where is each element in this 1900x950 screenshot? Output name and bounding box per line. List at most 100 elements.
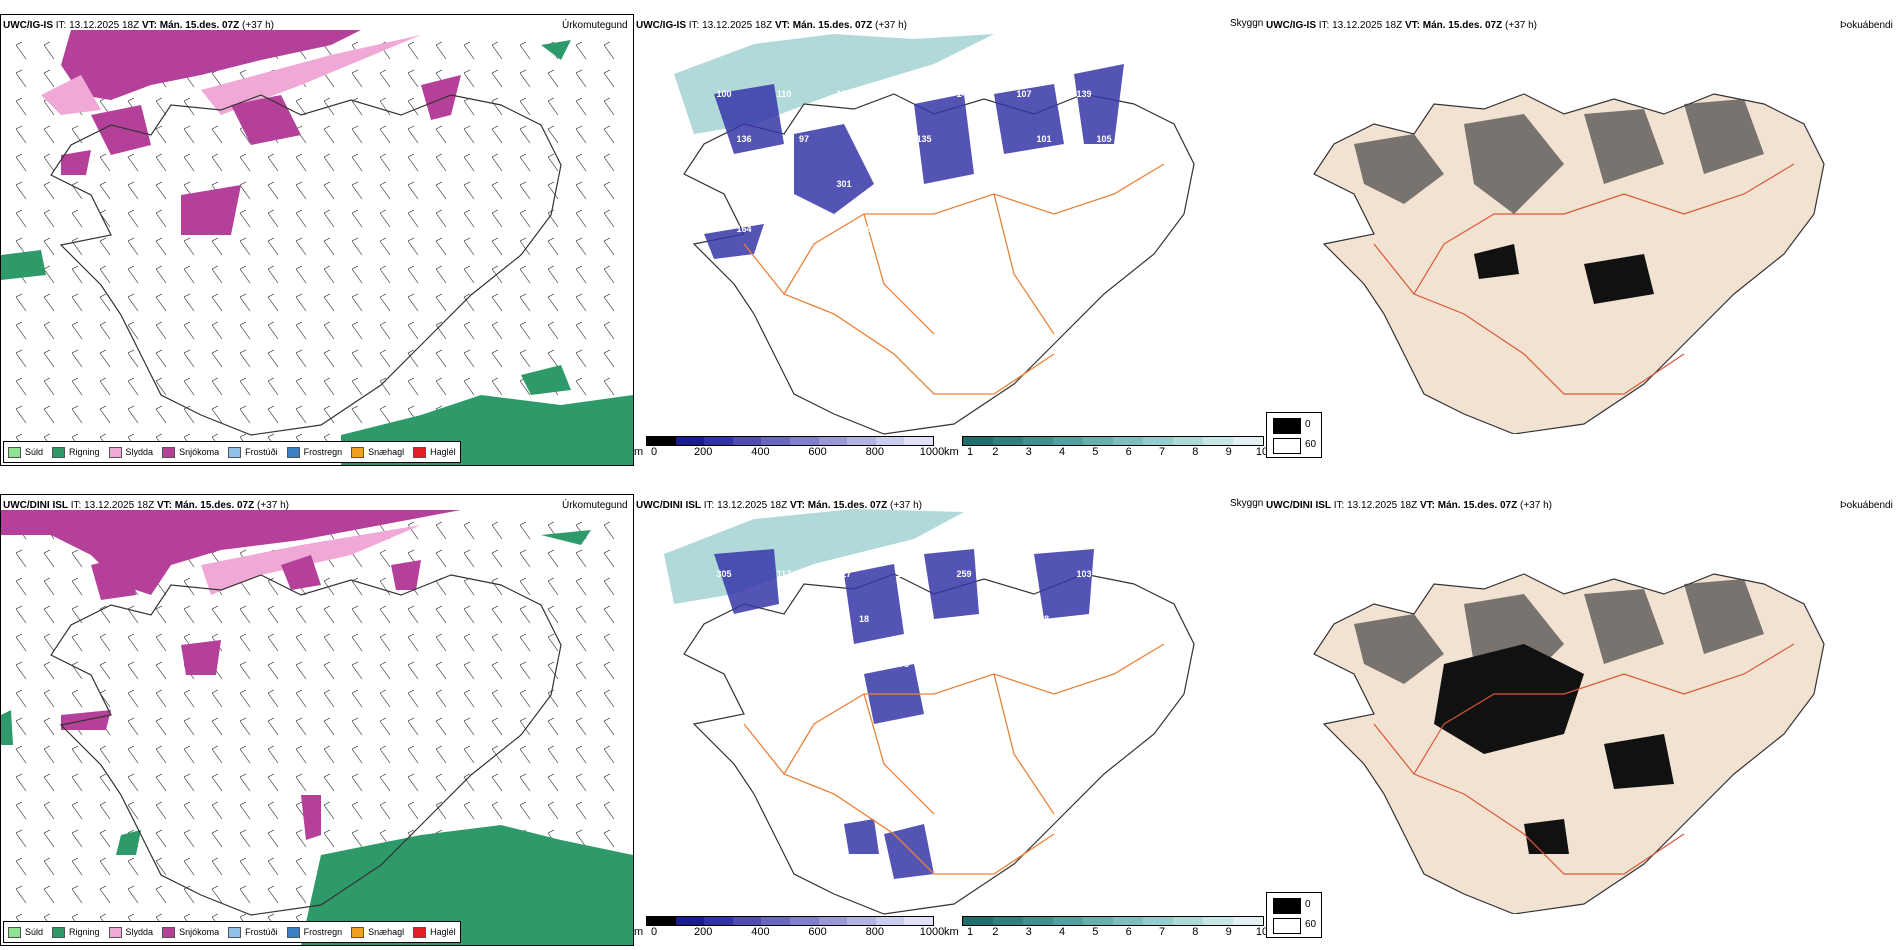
wind-barb — [155, 885, 167, 904]
legend-swatch — [228, 446, 242, 458]
wind-barb — [183, 857, 195, 876]
wind-barb — [155, 773, 167, 792]
wind-barb — [99, 349, 111, 368]
wind-barb — [15, 801, 27, 820]
colorbar-tick: 7 — [1158, 446, 1166, 458]
wind-barb — [379, 689, 391, 708]
wind-barb — [43, 181, 55, 200]
wind-barb — [127, 293, 139, 312]
wind-barb — [99, 773, 111, 792]
wind-barb — [407, 689, 419, 708]
wind-barb — [15, 885, 27, 904]
wind-barb — [547, 181, 559, 200]
legend-label: Slydda — [125, 927, 154, 937]
wind-barb — [575, 321, 587, 340]
wind-barb — [183, 153, 195, 172]
wind-barb — [267, 153, 279, 172]
wind-barb — [71, 181, 83, 200]
wind-barb — [379, 125, 391, 144]
wind-barb — [351, 633, 363, 652]
wind-barb — [323, 265, 335, 284]
wind-barb — [183, 349, 195, 368]
wind-barb — [239, 209, 251, 228]
wind-barb — [211, 717, 223, 736]
wind-barb — [491, 521, 503, 540]
wind-barb — [239, 689, 251, 708]
wind-barb — [603, 293, 615, 312]
colorbar-segment — [732, 437, 762, 445]
cloud-base-value: 148 — [776, 179, 792, 189]
wind-barb — [267, 181, 279, 200]
wind-barb — [491, 181, 503, 200]
cloud-base-area — [704, 64, 1124, 259]
colorbar-segment — [904, 437, 933, 445]
valid-time: Mán. 15.des. 07Z — [1437, 500, 1518, 511]
wind-barb — [519, 153, 531, 172]
panel-title-top-right: UWC/IG-IS IT: 13.12.2025 18Z VT: Mán. 15… — [1266, 20, 1537, 31]
wind-barb — [407, 125, 419, 144]
wind-barb — [71, 745, 83, 764]
wind-barb — [407, 41, 419, 60]
wind-barb — [295, 97, 307, 116]
wind-barb — [99, 857, 111, 876]
wind-barb — [211, 125, 223, 144]
wind-barb — [239, 801, 251, 820]
wind-barb — [463, 97, 475, 116]
wind-barbs-top — [15, 41, 615, 452]
wind-barb — [211, 69, 223, 88]
wind-barb — [239, 237, 251, 256]
wind-barb — [43, 209, 55, 228]
wind-barb — [211, 377, 223, 396]
wind-barb — [155, 265, 167, 284]
wind-barb — [239, 633, 251, 652]
wind-barb — [351, 377, 363, 396]
cloud-base-value: 121 — [716, 659, 732, 669]
wind-barb — [519, 125, 531, 144]
wind-barb — [603, 521, 615, 540]
cloud-base-value: 97 — [798, 134, 810, 144]
wind-barb — [603, 745, 615, 764]
init-time: 13.12.2025 18Z — [1347, 500, 1418, 511]
wind-barb — [351, 209, 363, 228]
wind-barb — [547, 265, 559, 284]
wind-barb — [239, 717, 251, 736]
wind-barb — [155, 349, 167, 368]
legend-swatch — [162, 926, 176, 938]
wind-barb — [491, 125, 503, 144]
wind-barb — [603, 153, 615, 172]
wind-barb — [351, 717, 363, 736]
iceland-outline — [50, 94, 562, 436]
wind-barb — [71, 857, 83, 876]
precip-type-legend: Súld Rigning Slydda Snjókoma Frostúði Frostre… — [3, 441, 461, 463]
wind-barb — [211, 689, 223, 708]
legend-item: Haglél — [413, 926, 456, 938]
wind-barb — [267, 633, 279, 652]
cloud-base-value: 153 — [956, 659, 972, 669]
cloud-base-value: 117 — [776, 569, 792, 579]
wind-barb — [547, 745, 559, 764]
vt-label: VT: — [1404, 20, 1420, 31]
wind-barb — [183, 321, 195, 340]
wind-barb — [43, 549, 55, 568]
wind-barb — [239, 885, 251, 904]
wind-barb — [351, 125, 363, 144]
wind-barb — [435, 745, 447, 764]
wind-barb — [267, 321, 279, 340]
wind-barb — [267, 349, 279, 368]
wind-barb — [603, 377, 615, 396]
fog-legend-bottom-label: 60 — [1305, 919, 1317, 930]
colorbar-tick: 1 — [966, 446, 974, 458]
wind-barb — [323, 689, 335, 708]
wind-barb — [351, 773, 363, 792]
wind-barb — [295, 209, 307, 228]
wind-barb — [43, 293, 55, 312]
wind-barb — [491, 605, 503, 624]
cloud-base-value: 301 — [836, 179, 852, 189]
wind-barb — [351, 237, 363, 256]
legend-swatch — [162, 446, 176, 458]
legend-label: Rigning — [69, 927, 100, 937]
wind-barb — [239, 405, 251, 424]
wind-barb — [155, 633, 167, 652]
wind-barb — [43, 41, 55, 60]
wind-barb — [267, 829, 279, 848]
